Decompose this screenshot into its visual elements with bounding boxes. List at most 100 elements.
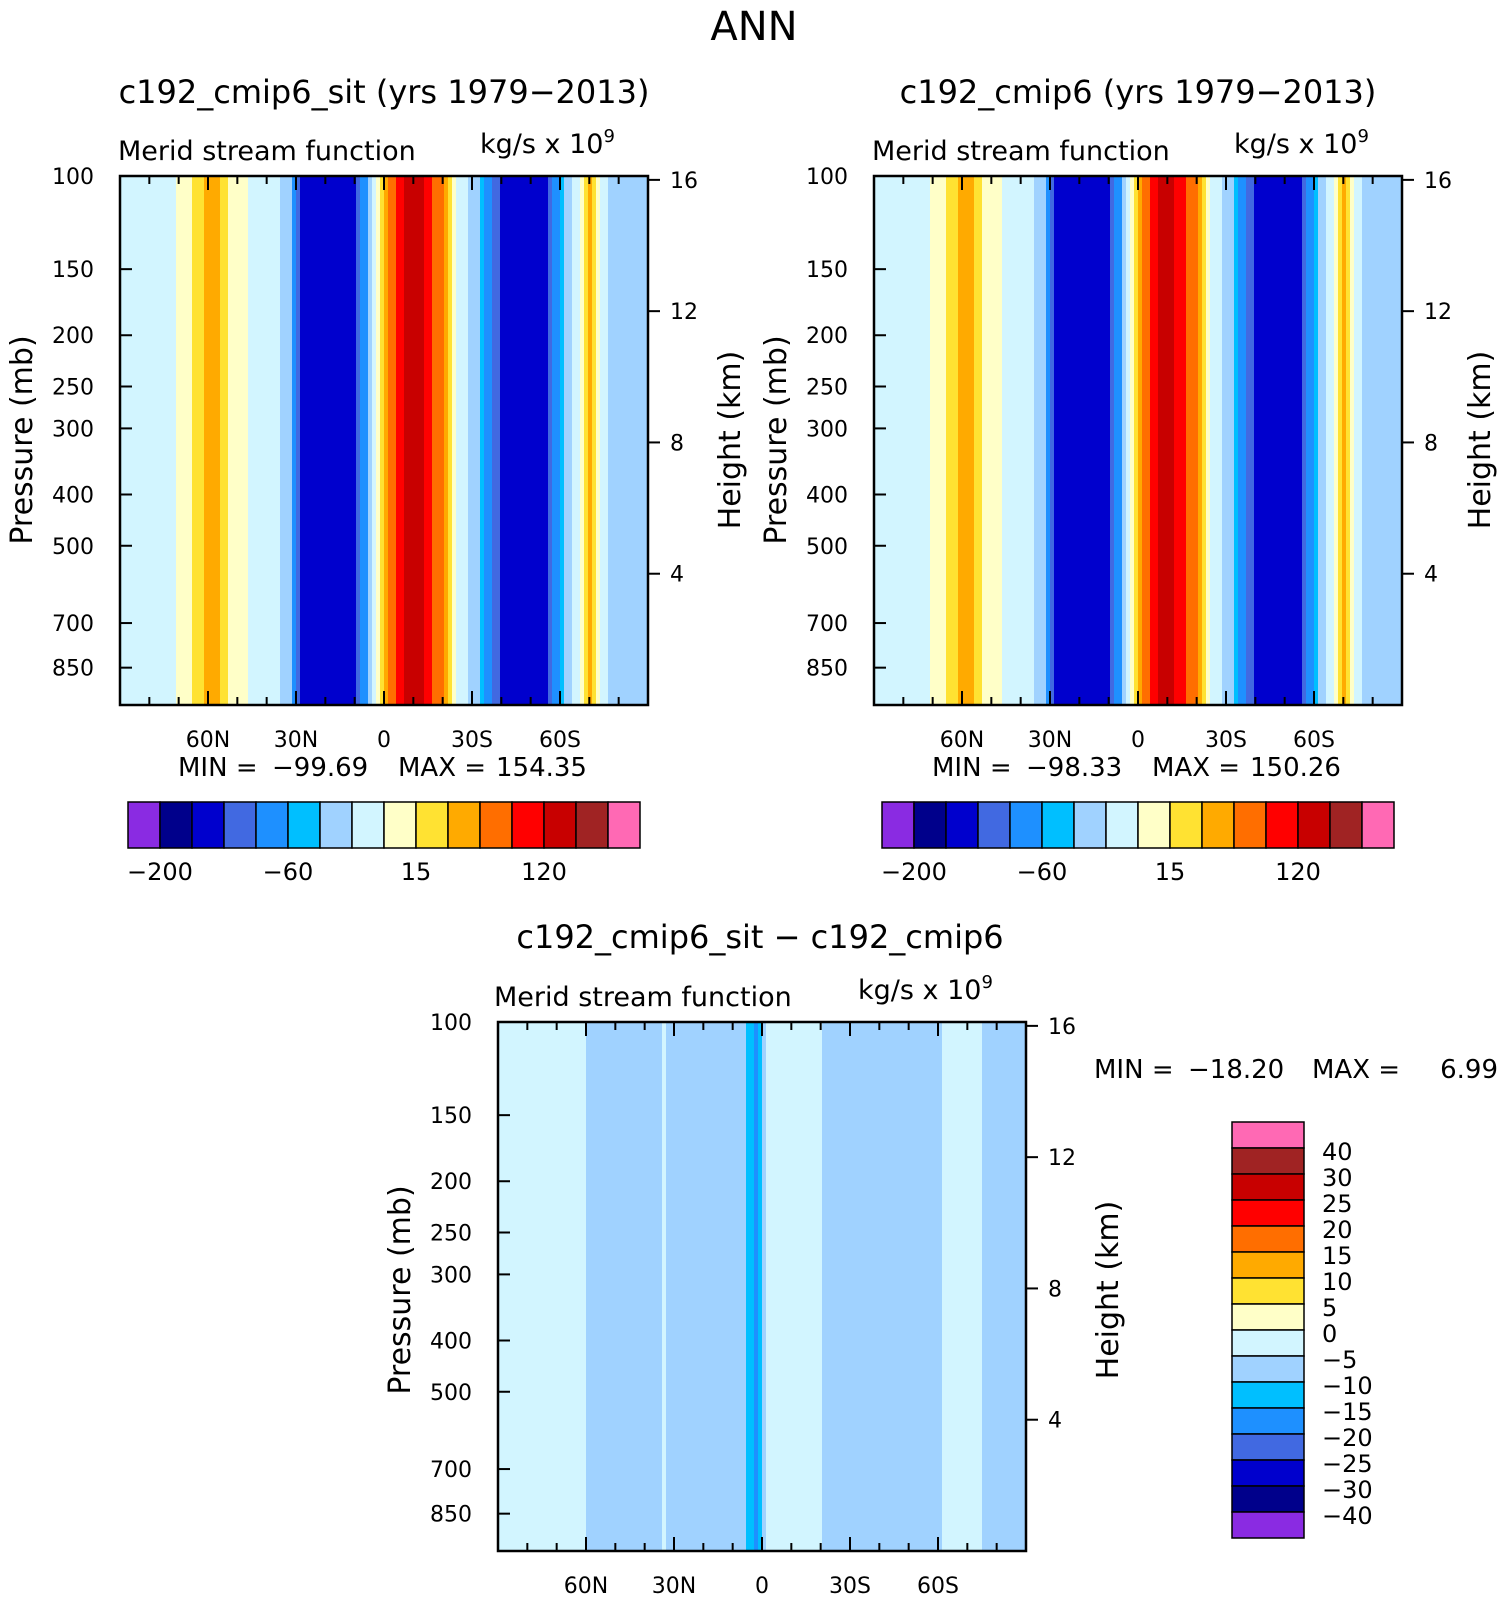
field-band <box>404 176 409 705</box>
field-band <box>424 176 429 705</box>
pressure-tick-label: 150 <box>806 258 848 283</box>
figure-title: ANN <box>710 4 797 50</box>
field-band <box>746 1022 751 1551</box>
field-band <box>654 1022 659 1551</box>
field-band <box>902 176 907 705</box>
colorbar-swatch <box>1231 1407 1305 1435</box>
field-band <box>674 1022 679 1551</box>
field-band <box>542 1022 547 1551</box>
lat-tick-label: 30S <box>451 728 493 753</box>
field-band <box>332 176 337 705</box>
field-band <box>1186 176 1191 705</box>
field-band <box>1398 176 1403 705</box>
field-band <box>280 176 285 705</box>
field-band <box>926 1022 931 1551</box>
field-band <box>288 176 293 705</box>
field-band <box>620 176 625 705</box>
field-band <box>866 1022 871 1551</box>
field-band <box>998 1022 1003 1551</box>
y2-axis-label: Height (km) <box>713 351 748 530</box>
lat-tick-label: 60S <box>917 1574 959 1599</box>
field-band <box>276 176 281 705</box>
field-band <box>252 176 257 705</box>
field-band <box>830 1022 835 1551</box>
pressure-tick-label: 300 <box>806 417 848 442</box>
panel-ctl: c192_cmip6 (yrs 1979−2013) Merid stream … <box>759 73 1498 886</box>
field-band <box>604 176 609 705</box>
lat-tick-label: 0 <box>377 728 391 753</box>
colorbar-swatch <box>1231 1303 1305 1331</box>
pressure-axis: 100 150 200 250 300 400 500 700 850 <box>430 1011 510 1528</box>
field-band <box>368 176 373 705</box>
field-band <box>842 1022 847 1551</box>
field-band <box>902 1022 907 1551</box>
field-band <box>850 1022 855 1551</box>
field-band <box>1066 176 1071 705</box>
min-max-stats: MIN = −18.20 MAX = 6.99 <box>1094 1055 1498 1085</box>
field-band <box>958 176 963 705</box>
field-band <box>806 1022 811 1551</box>
colorbar-swatch <box>881 801 915 849</box>
field-band <box>1170 176 1175 705</box>
field-band <box>1282 176 1287 705</box>
pressure-tick-label: 200 <box>806 324 848 349</box>
field-band <box>408 176 413 705</box>
colorbar <box>1231 1121 1305 1539</box>
field-band <box>228 176 233 705</box>
field-band <box>802 1022 807 1551</box>
field-band <box>1138 176 1143 705</box>
colorbar-label: −10 <box>1322 1372 1373 1400</box>
field-band <box>854 1022 859 1551</box>
field-band <box>600 176 605 705</box>
min-value: −99.69 <box>272 753 368 783</box>
max-value: 154.35 <box>496 753 587 783</box>
field-band <box>642 1022 647 1551</box>
field-band <box>1394 176 1399 705</box>
colorbar-swatch <box>447 801 481 849</box>
field-band <box>1006 1022 1011 1551</box>
field-band <box>212 176 217 705</box>
field-band <box>480 176 485 705</box>
field-band <box>220 176 225 705</box>
colorbar-swatch <box>1231 1147 1305 1175</box>
field-band <box>608 176 613 705</box>
field-band <box>136 176 141 705</box>
pressure-tick-label: 250 <box>430 1222 472 1247</box>
field-band <box>990 176 995 705</box>
field-band <box>1082 176 1087 705</box>
units-exponent: 9 <box>981 972 992 993</box>
field-band <box>1358 176 1363 705</box>
field-band <box>488 176 493 705</box>
field-band <box>1026 176 1031 705</box>
field-band <box>874 1022 879 1551</box>
field-band <box>918 176 923 705</box>
field-band <box>522 1022 527 1551</box>
subtitle-left: Merid stream function <box>872 136 1170 167</box>
field-band <box>1074 176 1079 705</box>
field-band <box>1098 176 1103 705</box>
height-axis: 16 12 8 4 <box>1026 1015 1076 1434</box>
height-tick-label: 4 <box>1424 563 1438 588</box>
field-band <box>630 1022 635 1551</box>
field-band <box>1302 176 1307 705</box>
field-band <box>818 1022 823 1551</box>
y-axis-label: Pressure (mb) <box>759 335 794 544</box>
field-band <box>1094 176 1099 705</box>
field-band <box>284 176 289 705</box>
field-band <box>1158 176 1163 705</box>
field-band <box>562 1022 567 1551</box>
field-band <box>918 1022 923 1551</box>
field-band <box>428 176 433 705</box>
field-band <box>798 1022 803 1551</box>
pressure-tick-label: 200 <box>52 324 94 349</box>
field-band <box>922 1022 927 1551</box>
field-band <box>1226 176 1231 705</box>
lat-tick-label: 60S <box>539 728 581 753</box>
field-band <box>544 176 549 705</box>
pressure-tick-label: 300 <box>52 417 94 442</box>
field-band <box>412 176 417 705</box>
pressure-tick-label: 500 <box>52 535 94 560</box>
colorbar-swatch <box>415 801 449 849</box>
field-band <box>870 1022 875 1551</box>
field-band <box>636 176 641 705</box>
